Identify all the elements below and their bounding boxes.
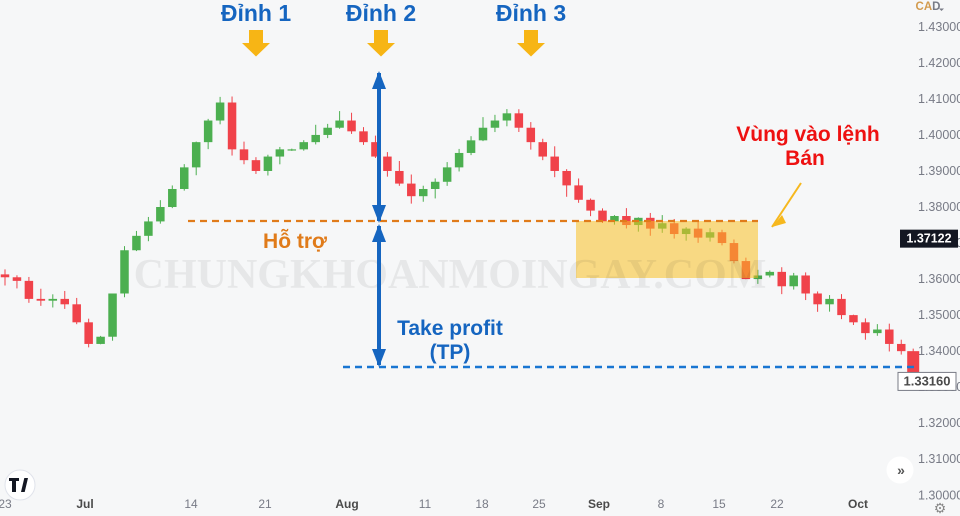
svg-text:14: 14 (184, 497, 198, 511)
svg-text:1.42000: 1.42000 (918, 56, 960, 70)
svg-text:Đỉnh 3: Đỉnh 3 (496, 0, 566, 26)
svg-text:1.39000: 1.39000 (918, 164, 960, 178)
svg-text:22: 22 (770, 497, 784, 511)
svg-text:18: 18 (475, 497, 489, 511)
svg-text:⚙: ⚙ (934, 500, 947, 516)
svg-text:25: 25 (532, 497, 546, 511)
svg-text:1.31000: 1.31000 (918, 452, 960, 466)
svg-text:»: » (897, 462, 905, 478)
svg-text:Hỗ trợ: Hỗ trợ (263, 229, 327, 253)
svg-text:Đỉnh 1: Đỉnh 1 (221, 0, 291, 26)
svg-text:Take profit: Take profit (397, 317, 503, 340)
svg-text:Jul: Jul (76, 497, 93, 511)
svg-text:1.34000: 1.34000 (918, 344, 960, 358)
svg-text:11: 11 (419, 497, 432, 511)
svg-text:Aug: Aug (335, 497, 358, 511)
svg-text:Oct: Oct (848, 497, 868, 511)
svg-text:1.32000: 1.32000 (918, 416, 960, 430)
svg-text:1.37122: 1.37122 (906, 232, 951, 246)
svg-text:15: 15 (712, 497, 726, 511)
svg-text:Đỉnh 2: Đỉnh 2 (346, 0, 416, 26)
svg-text:1.40000: 1.40000 (918, 128, 960, 142)
svg-text:Vùng vào lệnh: Vùng vào lệnh (736, 123, 880, 146)
svg-text:8: 8 (658, 497, 665, 511)
svg-text:23: 23 (0, 497, 12, 511)
svg-text:(TP): (TP) (430, 341, 471, 364)
svg-text:Bán: Bán (785, 147, 825, 170)
svg-text:21: 21 (258, 497, 272, 511)
svg-text:1.43000: 1.43000 (918, 20, 960, 34)
svg-text:1.33160: 1.33160 (904, 373, 951, 388)
svg-text:1.36000: 1.36000 (918, 272, 960, 286)
svg-text:CHUNGKHOANMOINGAY.COM: CHUNGKHOANMOINGAY.COM (134, 252, 767, 298)
svg-text:Sep: Sep (588, 497, 610, 511)
svg-text:1.35000: 1.35000 (918, 308, 960, 322)
svg-text:1.41000: 1.41000 (918, 92, 960, 106)
svg-text:CAD: CAD (916, 1, 941, 13)
svg-text:1.38000: 1.38000 (918, 200, 960, 214)
